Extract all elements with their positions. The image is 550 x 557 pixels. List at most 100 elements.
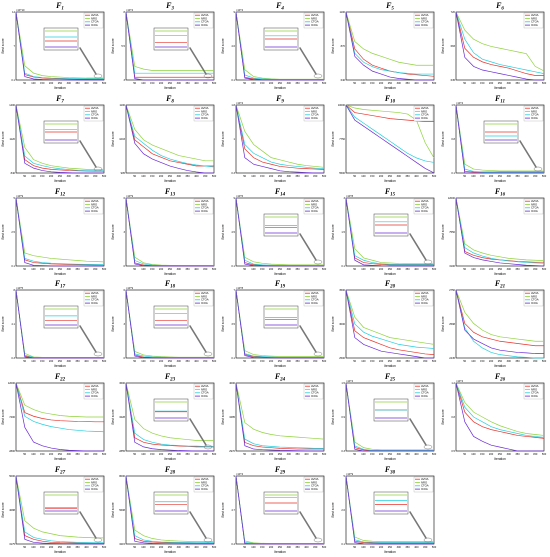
zoom-arrow-icon [409,511,427,539]
axis-exponent: ×10^4 [456,379,464,383]
y-axis-label: Best score [331,38,335,53]
chart-title: F13 [165,187,176,197]
x-tick-label: 500 [212,174,217,178]
x-tick-label: 500 [542,174,547,178]
x-tick-label: 150 [260,267,265,271]
zoom-region-marker [203,352,213,357]
legend-label-nro: NRO [421,109,428,113]
zoom-region-marker [313,537,323,543]
legend-label-avoa: AVOA [201,384,209,388]
x-tick-label: 200 [269,452,274,456]
x-tick-label: 500 [102,359,107,363]
x-tick-label: 200 [489,452,494,456]
x-tick-label: 250 [388,545,393,549]
x-tick-label: 150 [260,452,265,456]
legend-label-avoa: AVOA [311,106,319,110]
x-tick-label: 300 [287,174,292,178]
series-line-nro [345,290,435,346]
series-line-ctoa [15,104,104,171]
convergence-chart-f11: F11 ×10^4 Best score Iteration 50 100 150 200 25… [441,94,547,183]
series-line-icoa [235,475,324,545]
y-tick-label: 0.3 [231,171,235,175]
series-line-ctoa [235,11,324,80]
x-axis-label: Iteration [494,364,506,368]
legend-label-avoa: AVOA [201,291,209,295]
legend-label-ctoa: CTOA [91,391,99,395]
convergence-chart-f17: F17 ×10^5 Best score Iteration 50 100 150 200 25… [1,279,107,368]
legend-label-ctoa: CTOA [91,484,99,488]
y-tick-label: 0.1 [11,78,15,82]
x-tick-label: 500 [322,452,327,456]
x-tick-label: 200 [49,452,54,456]
x-tick-label: 50 [353,545,356,549]
y-axis-label: Best score [221,131,225,146]
series-line-nro [345,197,434,264]
series-line-avoa [125,11,214,78]
legend-label-nro: NRO [201,202,208,206]
x-axis-label: Iteration [384,457,396,461]
series-line-ctoa [345,197,434,265]
zoom-arrow-icon [299,325,317,354]
x-tick-label: 50 [133,174,136,178]
zoom-arrow-icon [79,139,97,168]
legend-label-nro: NRO [311,480,318,484]
zoom-inset [43,491,79,515]
convergence-chart-f4: F4 ×10^4 Best score Iteration 50 100 150 200 250… [221,1,327,90]
legend-label-icoa: ICOA [201,301,208,305]
zoom-inset [153,306,189,329]
plot-area [455,290,545,359]
x-tick-label: 350 [295,452,300,456]
plot-area [345,11,435,81]
x-tick-label: 100 [251,267,256,271]
x-tick-label: 400 [194,174,199,178]
y-tick-label: 0.1 [231,264,235,268]
x-tick-label: 300 [177,545,182,549]
x-tick-label: 100 [361,359,366,363]
zoom-arrow-icon [299,232,317,261]
legend-label-icoa: ICOA [421,487,428,491]
y-tick-label: 840 [11,171,16,175]
series-line-icoa [125,475,214,545]
x-tick-label: 100 [471,81,476,85]
x-tick-label: 450 [423,452,428,456]
chart-title: F18 [165,279,176,289]
legend-label-ctoa: CTOA [91,205,99,209]
x-tick-label: 300 [177,452,182,456]
x-tick-label: 400 [524,267,529,271]
x-tick-label: 450 [203,174,208,178]
y-axis-label: Best score [441,317,445,332]
x-tick-label: 200 [159,452,164,456]
x-tick-label: 450 [313,452,318,456]
chart-title: F15 [385,187,396,197]
legend-label-icoa: ICOA [311,116,318,120]
x-tick-label: 250 [168,545,173,549]
x-tick-label: 450 [423,267,428,271]
x-tick-label: 400 [84,359,89,363]
axis-exponent: ×10^4 [236,8,244,12]
legend-label-avoa: AVOA [421,477,429,481]
x-axis-label: Iteration [274,272,286,276]
x-tick-label: 350 [515,81,520,85]
axis-exponent: ×10^4 [236,101,244,105]
x-tick-label: 100 [471,267,476,271]
x-tick-label: 100 [141,267,146,271]
x-tick-label: 300 [287,267,292,271]
y-tick-label: 2800 [9,449,15,453]
y-tick-label: 12000 [8,381,16,385]
legend-label-avoa: AVOA [311,199,319,203]
x-tick-label: 200 [269,174,274,178]
y-tick-label: 0.1 [231,356,235,360]
x-tick-label: 250 [168,267,173,271]
series-line-ctoa [15,383,105,433]
x-tick-label: 150 [150,452,155,456]
legend-label-ctoa: CTOA [311,484,319,488]
series-line-icoa [455,383,544,452]
legend-label-nro: NRO [311,202,318,206]
zoom-inset [153,27,189,51]
x-tick-label: 50 [133,81,136,85]
chart-title: F16 [495,187,506,197]
convergence-chart-f10: F10 Best score Iteration 50 100 150 200 250 300 3… [331,94,437,183]
